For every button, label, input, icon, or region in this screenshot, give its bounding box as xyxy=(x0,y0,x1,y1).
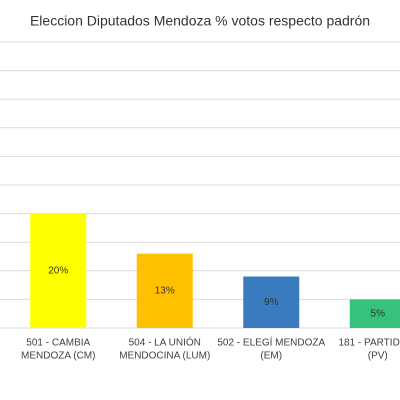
bar xyxy=(30,213,87,328)
value-label: 13% xyxy=(155,285,175,296)
value-label: 9% xyxy=(264,297,279,308)
x-tick-label: 501 - CAMBIA xyxy=(26,338,90,349)
chart-title: Eleccion Diputados Mendoza % votos respe… xyxy=(30,13,370,29)
x-tick-label: MENDOCINA (LUM) xyxy=(119,351,210,362)
x-tick-label: 502 - ELEGÍ MENDOZA xyxy=(217,336,325,349)
x-tick-label: (EM) xyxy=(260,351,282,362)
x-tick-label: 504 - LA UNIÓN xyxy=(129,336,201,349)
value-label: 20% xyxy=(48,265,68,276)
x-tick-label: MENDOZA (CM) xyxy=(21,351,95,362)
x-tick-label: 181 - PARTIDO V xyxy=(338,338,400,349)
value-label: 5% xyxy=(371,308,386,319)
bar xyxy=(349,299,400,328)
bar xyxy=(243,276,300,328)
x-tick-label: (PV) xyxy=(368,351,388,362)
bar xyxy=(136,253,193,328)
